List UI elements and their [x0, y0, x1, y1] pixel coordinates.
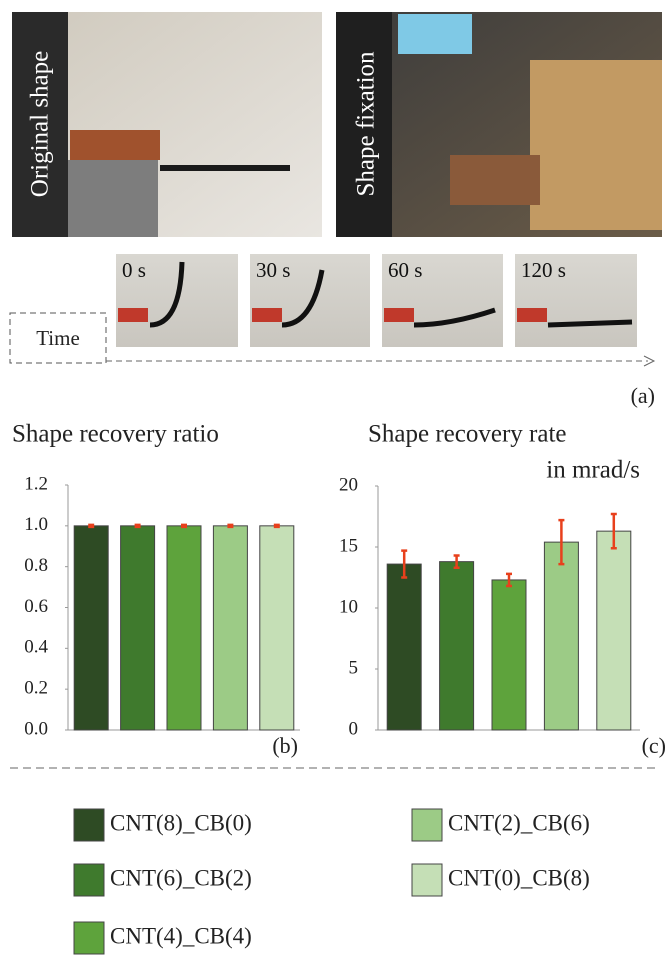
legend-label: CNT(6)_CB(2) — [110, 865, 252, 890]
frame-label: 30 s — [256, 258, 290, 282]
y-tick-label: 0.8 — [24, 555, 48, 576]
panel-label: (c) — [642, 733, 666, 758]
bar — [387, 564, 421, 730]
error-bar — [274, 525, 280, 527]
bar — [492, 580, 526, 730]
bar — [260, 526, 294, 730]
bar — [213, 526, 247, 730]
legend-swatch — [74, 809, 104, 841]
panel-label: (a) — [631, 383, 655, 408]
frames: 0 s 30 s 60 s 120 s — [116, 254, 637, 347]
photo-label: Shape fixation — [353, 51, 380, 197]
figure: Original shape Shape fixation 0 s 30 s 6… — [0, 0, 670, 956]
legend-swatch — [412, 864, 442, 896]
y-tick-label: 1.0 — [24, 514, 48, 535]
y-tick-label: 0.6 — [24, 596, 48, 617]
photo-label: Original shape — [27, 51, 54, 197]
photo: Shape fixation — [336, 12, 662, 237]
y-tick-label: 0 — [349, 718, 359, 739]
legend-label: CNT(4)_CB(4) — [110, 923, 252, 948]
frame-label: 120 s — [521, 258, 566, 282]
error-bar — [135, 525, 141, 527]
legend-swatch — [74, 864, 104, 896]
y-tick-label: 0.2 — [24, 678, 48, 699]
legend-swatch — [412, 809, 442, 841]
legend-swatch — [74, 922, 104, 954]
bar — [74, 526, 108, 730]
y-tick-label: 10 — [339, 596, 358, 617]
arrow-head — [644, 356, 654, 366]
panel-label: (b) — [272, 733, 298, 758]
legend-label: CNT(0)_CB(8) — [448, 865, 590, 890]
bar — [167, 526, 201, 730]
legend-label: CNT(2)_CB(6) — [448, 810, 590, 835]
time-label: Time — [36, 326, 80, 350]
error-bar — [88, 525, 94, 527]
chart-title: Shape recovery rate — [368, 421, 567, 448]
frame-label: 60 s — [388, 258, 422, 282]
bar — [440, 562, 474, 730]
y-tick-label: 20 — [339, 474, 358, 495]
bar — [597, 531, 631, 730]
y-tick-label: 0.0 — [24, 718, 48, 739]
chart-subtitle: in mrad/s — [546, 457, 640, 484]
legend-label: CNT(8)_CB(0) — [110, 810, 252, 835]
error-bar — [181, 525, 187, 527]
bar — [121, 526, 155, 730]
error-bar — [227, 525, 233, 527]
bar — [544, 542, 578, 730]
y-tick-label: 5 — [349, 657, 359, 678]
frame-label: 0 s — [122, 258, 146, 282]
chart-title: Shape recovery ratio — [12, 421, 219, 448]
y-tick-label: 15 — [339, 535, 358, 556]
y-tick-label: 0.4 — [24, 637, 48, 658]
photo: Original shape — [12, 12, 322, 237]
y-tick-label: 1.2 — [24, 473, 48, 494]
